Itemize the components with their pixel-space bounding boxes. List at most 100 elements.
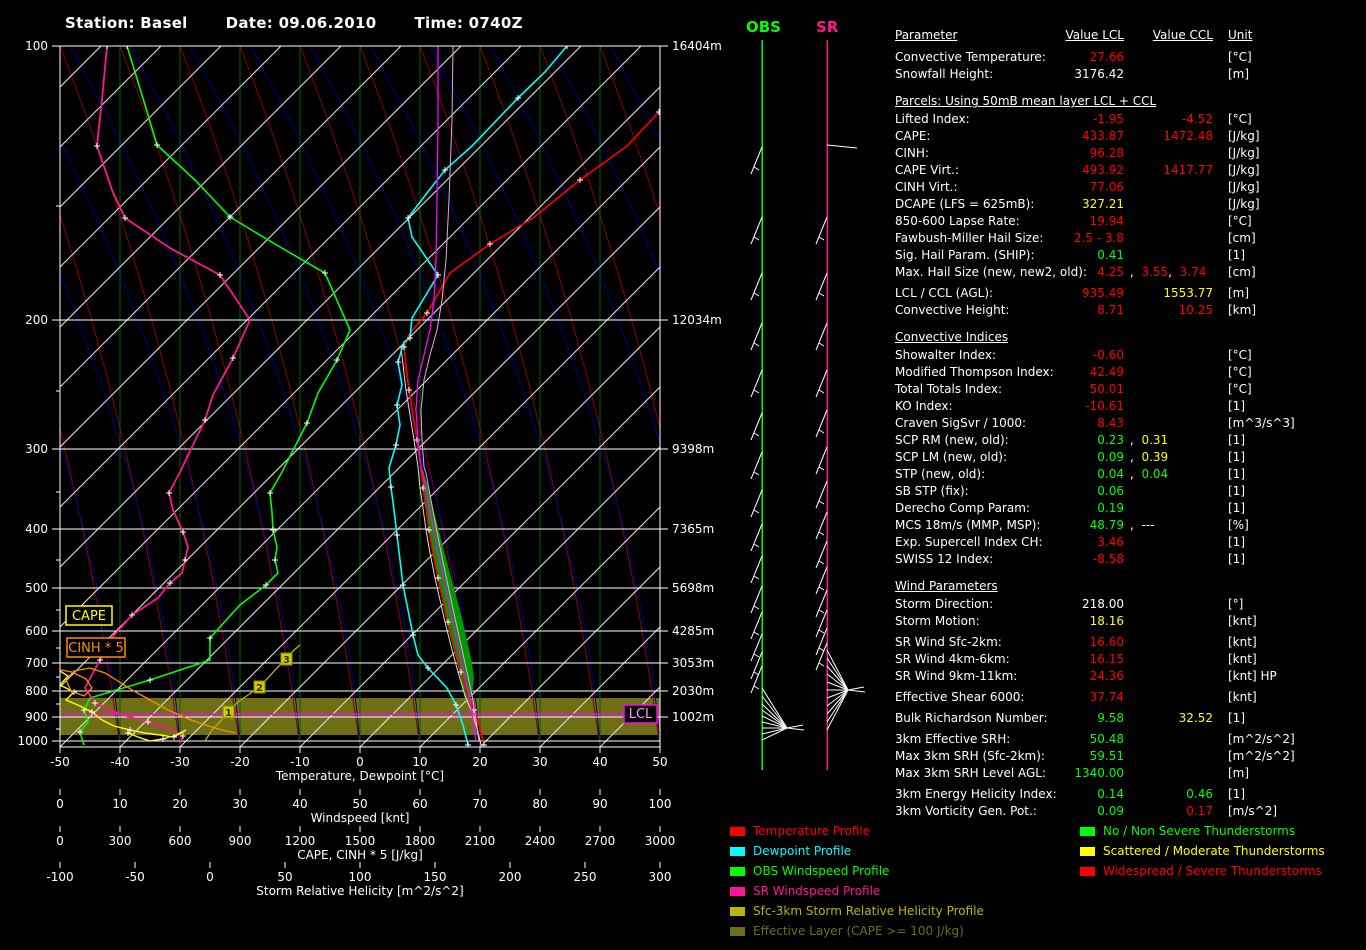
row-label: Derecho Comp Param: — [895, 501, 1030, 515]
row-unit: [1] — [1228, 433, 1245, 447]
axis-tick-label: -40 — [110, 755, 130, 769]
row-value-ccl: 1472.48 — [1163, 129, 1213, 143]
axis-tick-label: 300 — [109, 834, 132, 848]
axis-tick-label: 90 — [592, 797, 607, 811]
row-value-lcl: 4.25 — [1097, 265, 1124, 279]
annotation-cinh-5: CINH * 5 — [68, 641, 123, 656]
row-value-lcl: 48.79 — [1089, 518, 1124, 532]
row-value-lcl: 0.19 — [1097, 501, 1124, 515]
row-value-lcl: 2.5 - 3.8 — [1073, 231, 1124, 245]
axis-tick-label: -50 — [125, 870, 145, 884]
row-label: KO Index: — [895, 399, 953, 413]
row-unit: [J/kg] — [1228, 146, 1260, 160]
svg-text:3: 3 — [283, 655, 290, 666]
row-unit: [km] — [1228, 303, 1257, 317]
row-label: SCP LM (new, old): — [895, 450, 1008, 464]
row-unit: [°C] — [1228, 112, 1252, 126]
axis-tick-label: 2100 — [465, 834, 496, 848]
row-value-lcl: 433.87 — [1082, 129, 1124, 143]
row-unit: [knt] HP — [1228, 669, 1277, 683]
row-unit: [knt] — [1228, 614, 1257, 628]
axis-tick-label: 60 — [412, 797, 427, 811]
row-value-lcl: 27.66 — [1089, 50, 1124, 64]
table-section-title: Convective Indices — [895, 330, 1009, 344]
row-unit: [m] — [1228, 67, 1250, 81]
axis-tick-label: 10 — [112, 797, 127, 811]
parameter-table: Parameter Value LCL Value CCL Unit Convectiv… — [895, 28, 1295, 818]
row-value-lcl: -10.61 — [1085, 399, 1124, 413]
row-label: Effective Shear 6000: — [895, 690, 1025, 704]
row-label: Total Totals Index: — [895, 382, 1003, 396]
row-unit: [°C] — [1228, 382, 1252, 396]
col-header-parameter: Parameter — [895, 28, 958, 42]
row-extra-values: , --- — [1130, 518, 1155, 532]
row-label: 3km Vorticity Gen. Pot.: — [895, 804, 1037, 818]
row-value-lcl: 50.48 — [1089, 732, 1124, 746]
row-unit: [1] — [1228, 450, 1245, 464]
row-value-ccl: 1417.77 — [1163, 163, 1213, 177]
table-section-title: Parcels: Using 50mB mean layer LCL + CCL — [895, 94, 1157, 108]
axis-tick-label: 0 — [206, 870, 214, 884]
axis-title: Windspeed [knt] — [311, 811, 410, 825]
axis-tick-label: 30 — [232, 797, 247, 811]
row-value-lcl: 42.49 — [1089, 365, 1124, 379]
row-value-lcl: -8.58 — [1092, 552, 1124, 566]
legend-label: Temperature Profile — [753, 824, 871, 838]
legend-label: Sfc-3km Storm Relative Helicity Profile — [753, 904, 984, 918]
row-label: SR Wind 9km-11km: — [895, 669, 1018, 683]
time-label: Time: 0740Z — [414, 14, 523, 32]
row-value-lcl: 0.23 — [1097, 433, 1124, 447]
row-label: CINH Virt.: — [895, 180, 958, 194]
row-label: Modified Thompson Index: — [895, 365, 1054, 379]
axis-tick-label: 300 — [649, 870, 672, 884]
legend-label: No / Non Severe Thunderstorms — [1103, 824, 1296, 838]
row-value-lcl: 0.09 — [1097, 804, 1124, 818]
height-label: 2030m — [672, 684, 714, 698]
height-label: 7365m — [672, 522, 714, 536]
col-header-value-ccl: Value CCL — [1152, 28, 1213, 42]
row-label: Showalter Index: — [895, 348, 996, 362]
row-value-ccl: -4.52 — [1181, 112, 1213, 126]
row-value-lcl: 8.71 — [1097, 303, 1124, 317]
row-value-lcl: 24.36 — [1089, 669, 1124, 683]
axis-title: Storm Relative Helicity [m^2/s^2] — [256, 884, 463, 898]
row-value-ccl: 1553.77 — [1163, 286, 1213, 300]
row-unit: [1] — [1228, 399, 1245, 413]
legend-label: Effective Layer (CAPE >= 100 J/kg) — [753, 924, 964, 938]
row-value-lcl: 0.41 — [1097, 248, 1124, 262]
axis-tick-label: -20 — [230, 755, 250, 769]
pressure-tick-label: 400 — [25, 522, 48, 536]
row-value-lcl: 96.28 — [1089, 146, 1124, 160]
row-label: 850-600 Lapse Rate: — [895, 214, 1020, 228]
pressure-tick-label: 800 — [25, 684, 48, 698]
row-unit: [1] — [1228, 248, 1245, 262]
row-label: Bulk Richardson Number: — [895, 711, 1048, 725]
row-label: Fawbush-Miller Hail Size: — [895, 231, 1044, 245]
row-unit: [1] — [1228, 711, 1245, 725]
row-value-ccl: 10.25 — [1178, 303, 1213, 317]
height-label: 4285m — [672, 624, 714, 638]
height-label: 9398m — [672, 442, 714, 456]
height-label: 3053m — [672, 656, 714, 670]
axis-tick-label: -30 — [170, 755, 190, 769]
axis-tick-label: -10 — [290, 755, 310, 769]
axis-tick-label: 600 — [169, 834, 192, 848]
row-value-lcl: 18.16 — [1089, 614, 1124, 628]
svg-text:1: 1 — [225, 708, 232, 719]
row-value-lcl: 0.06 — [1097, 484, 1124, 498]
axis-tick-label: 20 — [472, 755, 487, 769]
legend-swatch — [730, 847, 745, 856]
row-unit: [m^2/s^2] — [1228, 732, 1295, 746]
row-unit: [J/kg] — [1228, 180, 1260, 194]
row-label: Sig. Hail Param. (SHIP): — [895, 248, 1035, 262]
row-label: Snowfall Height: — [895, 67, 994, 81]
row-unit: [°] — [1228, 597, 1244, 611]
legend-label: SR Windspeed Profile — [753, 884, 881, 898]
obs-windspeed-profile — [79, 46, 351, 746]
axis-tick-label: 900 — [229, 834, 252, 848]
row-label: Convective Temperature: — [895, 50, 1046, 64]
legend-swatch — [730, 907, 745, 916]
row-value-ccl: 32.52 — [1178, 711, 1213, 725]
legend-swatch — [730, 827, 745, 836]
axis-tick-label: 100 — [649, 797, 672, 811]
